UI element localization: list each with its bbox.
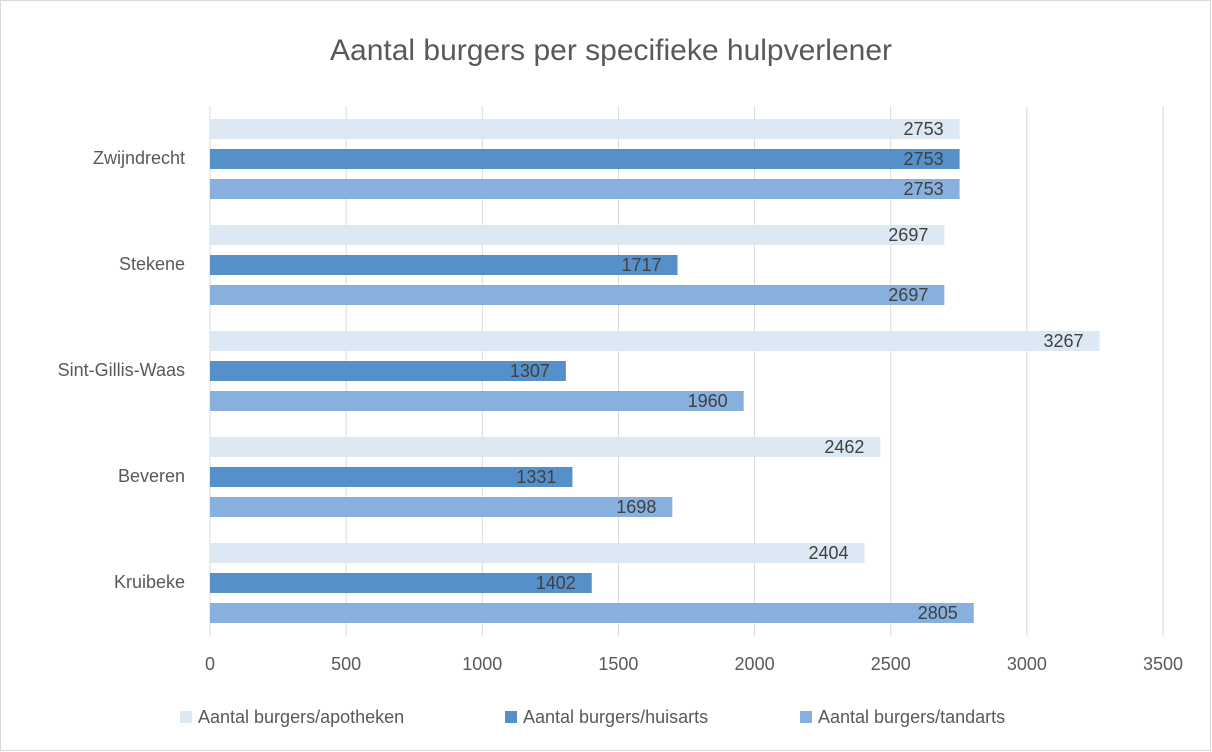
bar (210, 543, 865, 563)
bar (210, 225, 945, 245)
value-label: 1960 (688, 391, 728, 411)
value-label: 1402 (536, 573, 576, 593)
legend-label: Aantal burgers/apotheken (198, 707, 404, 727)
value-label: 1698 (616, 497, 656, 517)
value-label: 3267 (1044, 331, 1084, 351)
bar (210, 573, 592, 593)
chart-title: Aantal burgers per specifieke hulpverlen… (330, 34, 892, 67)
bar (210, 255, 678, 275)
bar (210, 467, 573, 487)
x-tick-label: 1500 (598, 654, 638, 674)
bar (210, 361, 566, 381)
value-label: 2753 (904, 149, 944, 169)
value-label: 2753 (904, 179, 944, 199)
x-tick-label: 3000 (1007, 654, 1047, 674)
value-label: 1307 (510, 361, 550, 381)
x-tick-label: 2500 (871, 654, 911, 674)
x-tick-label: 3500 (1143, 654, 1183, 674)
bar (210, 119, 960, 139)
bar (210, 437, 881, 457)
bar (210, 331, 1100, 351)
bar (210, 179, 960, 199)
value-label: 2697 (888, 225, 928, 245)
y-tick-label: Kruibeke (114, 572, 185, 592)
bar (210, 391, 744, 411)
bar (210, 497, 673, 517)
value-label: 1717 (621, 255, 661, 275)
value-label: 1331 (516, 467, 556, 487)
bar (210, 149, 960, 169)
x-tick-label: 500 (331, 654, 361, 674)
x-tick-label: 1000 (462, 654, 502, 674)
legend-swatch (800, 711, 812, 723)
bar (210, 603, 974, 623)
y-tick-label: Stekene (119, 254, 185, 274)
legend-label: Aantal burgers/huisarts (523, 707, 708, 727)
bar (210, 285, 945, 305)
legend-label: Aantal burgers/tandarts (818, 707, 1005, 727)
y-tick-label: Zwijndrecht (93, 148, 185, 168)
value-label: 2805 (918, 603, 958, 623)
value-label: 2697 (888, 285, 928, 305)
y-tick-label: Sint-Gillis-Waas (58, 360, 185, 380)
legend-swatch (180, 711, 192, 723)
value-label: 2404 (809, 543, 849, 563)
x-tick-label: 2000 (735, 654, 775, 674)
y-tick-label: Beveren (118, 466, 185, 486)
x-tick-label: 0 (205, 654, 215, 674)
value-label: 2753 (904, 119, 944, 139)
legend-swatch (505, 711, 517, 723)
value-label: 2462 (824, 437, 864, 457)
